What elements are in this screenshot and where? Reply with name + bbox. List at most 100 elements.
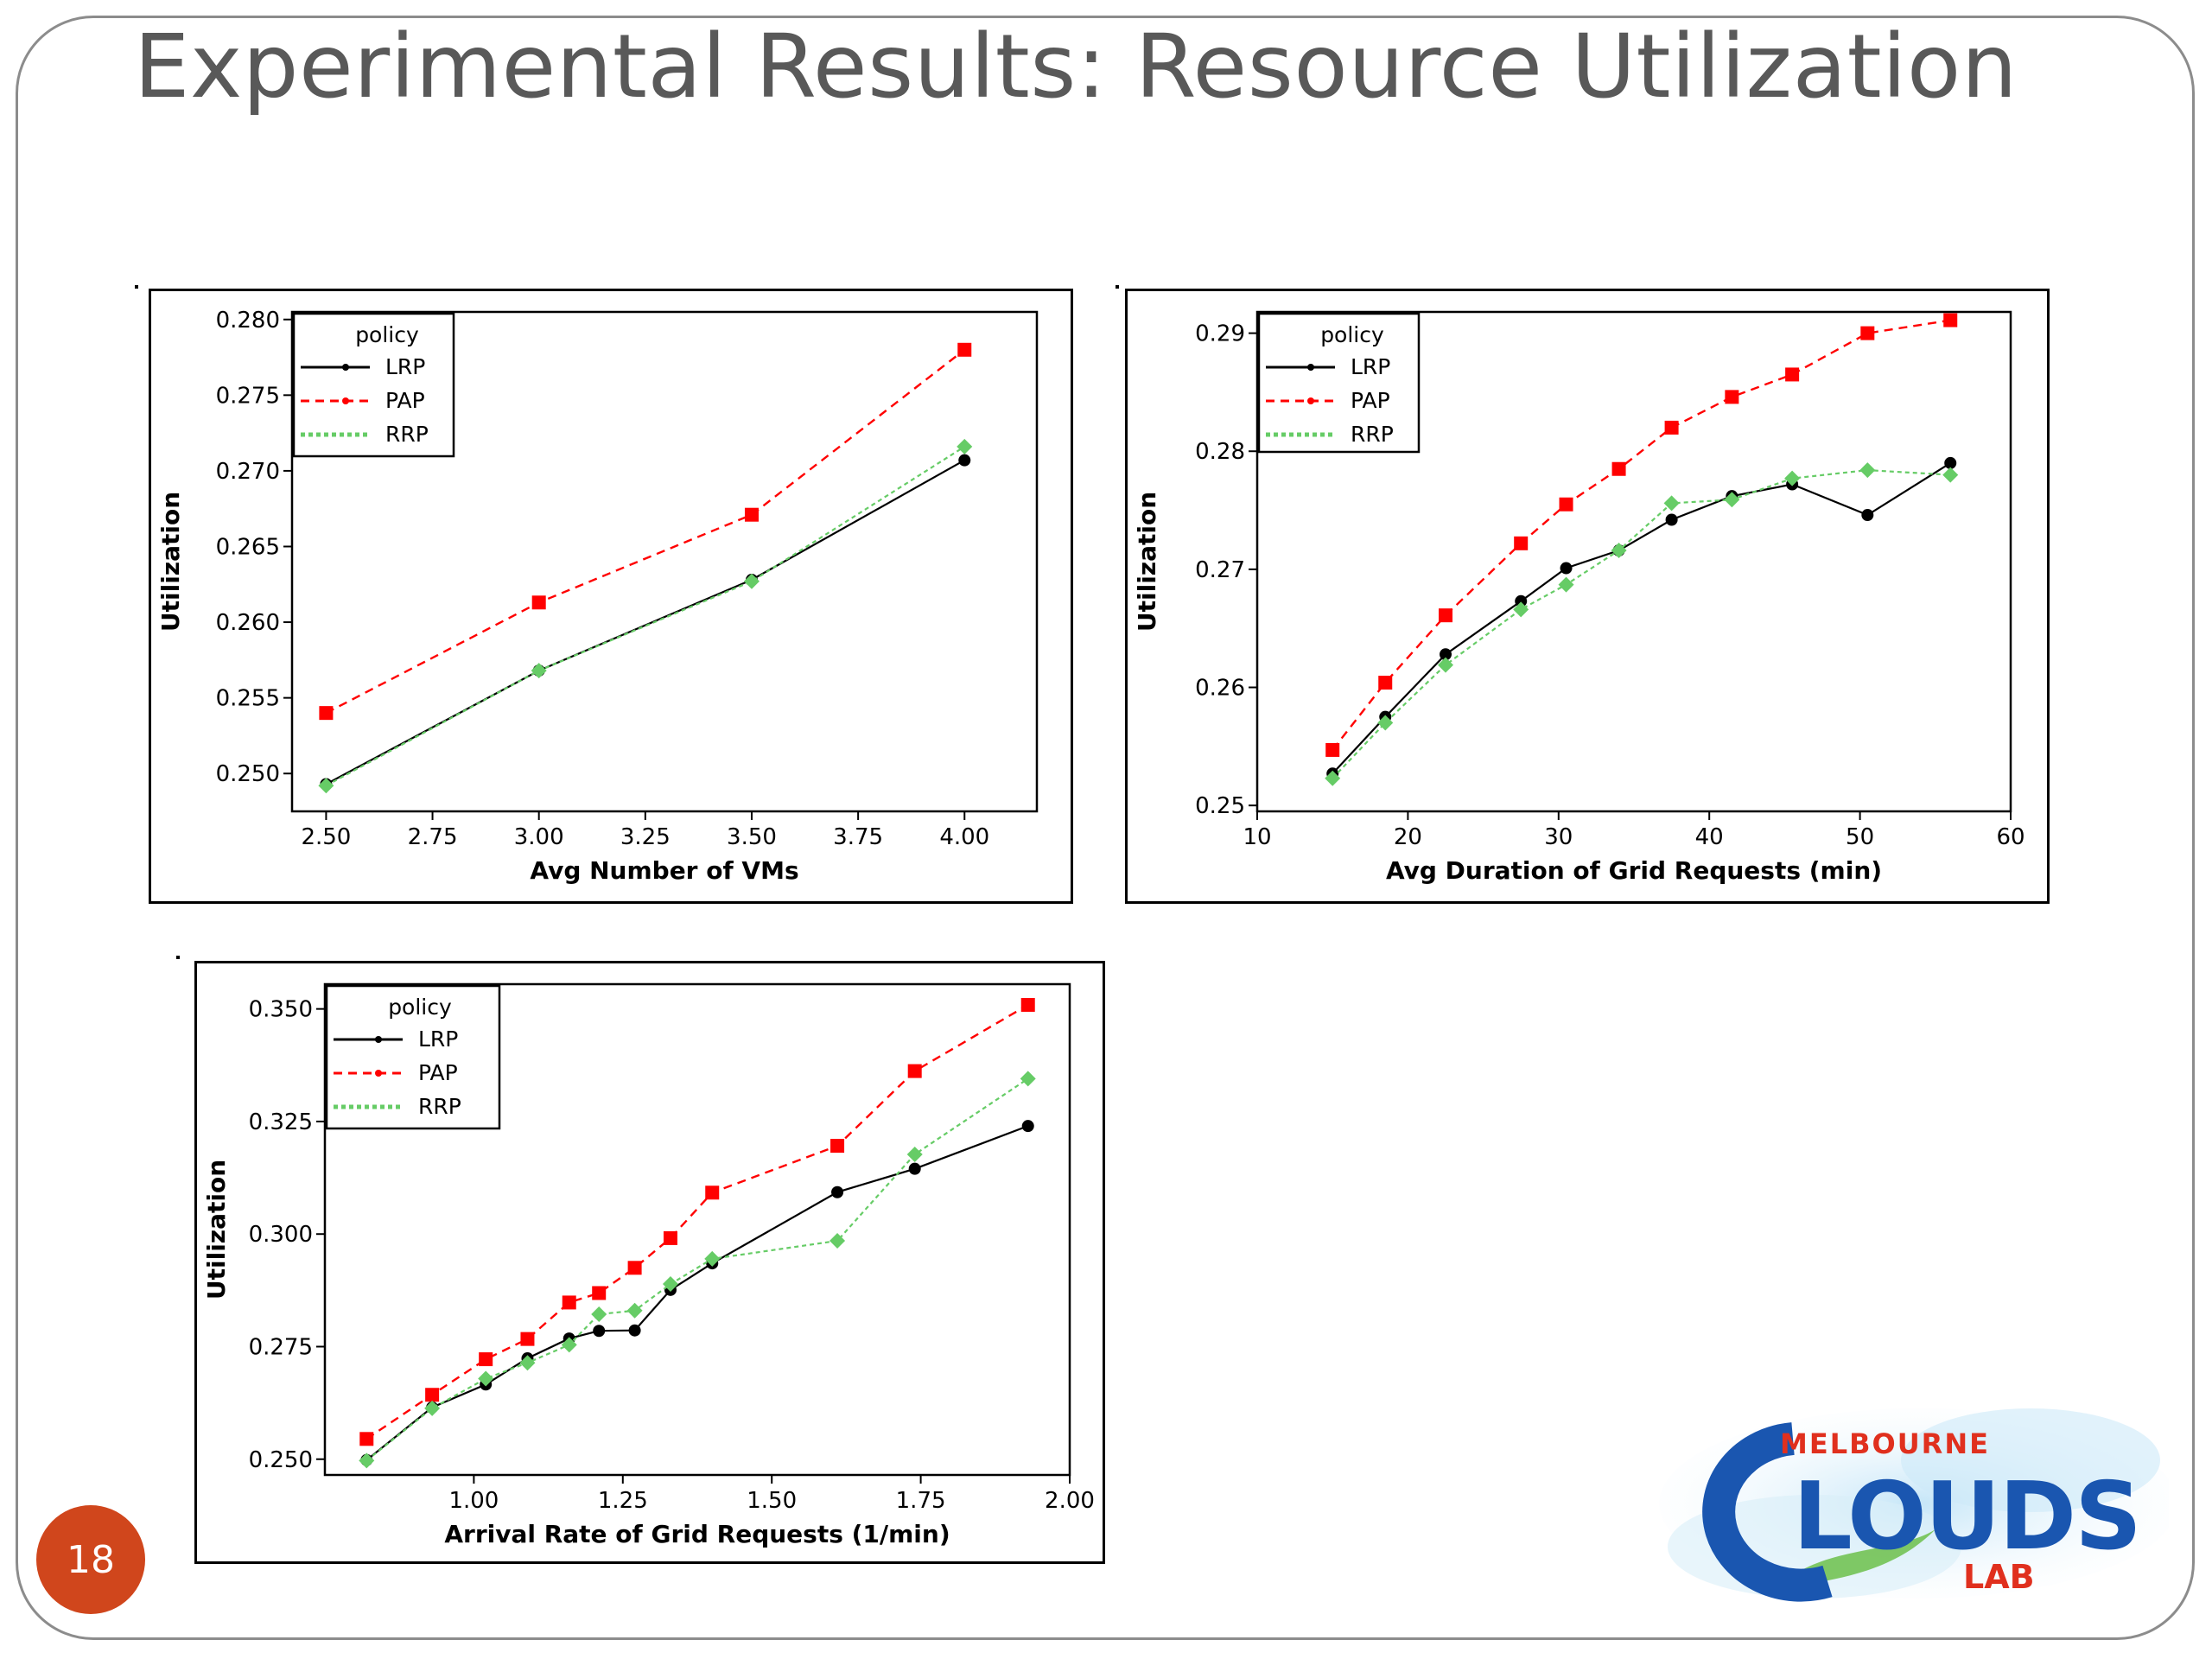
series-line-rrp (1332, 468, 1951, 779)
x-tick-label: 1.25 (598, 1488, 648, 1514)
legend-box (1257, 312, 1421, 454)
data-point-lrp (1560, 562, 1573, 575)
data-point-pap (1020, 997, 1035, 1012)
legend-title: policy (388, 995, 452, 1020)
chart-svg: 2.50 2.75 3.00 3.25 3.50 3.75 4.00 0.250 0.255 0.… (156, 308, 1039, 885)
y-tick-label: 0.260 (216, 610, 280, 636)
x-tick-label: 2.00 (1045, 1488, 1095, 1514)
data-point-pap (520, 1332, 535, 1346)
series-line-pap (1332, 319, 1951, 751)
legend-marker-lrp (342, 364, 349, 371)
data-point-rrp (1663, 495, 1680, 512)
data-point-lrp (628, 1324, 641, 1337)
data-point-pap (562, 1295, 576, 1310)
x-tick-label: 40 (1695, 824, 1724, 850)
data-point-rrp (906, 1146, 923, 1162)
data-point-rrp (1438, 657, 1453, 673)
data-point-lrp (1515, 594, 1528, 607)
legend-entry-rrp: RRP (1351, 422, 1394, 447)
data-point-rrp (424, 1400, 441, 1416)
x-tick-label: 1.00 (448, 1488, 499, 1514)
logo-word-clouds: LOUDS (1793, 1463, 2140, 1571)
data-point-pap (425, 1388, 440, 1402)
y-tick-label: 0.25 (1195, 793, 1245, 819)
legend-marker-lrp (375, 1036, 382, 1043)
y-tick-label: 0.270 (216, 459, 280, 485)
y-tick-label: 0.300 (249, 1222, 313, 1248)
y-tick-label: 0.350 (249, 997, 313, 1023)
data-point-rrp (318, 778, 334, 794)
x-tick-label: 2.75 (408, 824, 458, 850)
data-point-lrp (908, 1162, 921, 1175)
legend-entry-pap: PAP (385, 388, 425, 413)
data-point-rrp (1325, 770, 1341, 786)
data-point-rrp (591, 1306, 607, 1322)
x-axis-label: Arrival Rate of Grid Requests (1/min) (444, 1520, 950, 1548)
y-tick-label: 0.280 (216, 308, 280, 334)
data-point-rrp (1377, 715, 1394, 731)
data-point-rrp (478, 1370, 494, 1387)
data-point-rrp (1859, 462, 1876, 479)
data-point-pap (627, 1261, 642, 1275)
x-tick-label: 30 (1544, 824, 1573, 850)
data-point-lrp (1440, 648, 1452, 661)
data-point-pap (1559, 497, 1573, 512)
data-point-lrp (958, 454, 971, 467)
chart-svg: 10 20 30 40 50 60 0.25 0.26 0.27 0.28 0.29 Avg Dura… (1133, 310, 2025, 885)
x-tick-label: 4.00 (939, 824, 989, 850)
data-point-rrp (519, 1355, 536, 1371)
data-point-pap (1325, 742, 1340, 757)
data-point-rrp (1784, 470, 1801, 486)
data-point-lrp (831, 1185, 844, 1198)
data-point-rrp (957, 438, 973, 454)
legend-marker-pap (1307, 397, 1314, 404)
data-point-pap (1514, 536, 1529, 550)
y-tick-label: 0.27 (1195, 557, 1245, 583)
data-point-pap (1439, 608, 1452, 623)
legend-marker-pap (375, 1070, 382, 1077)
series-line-rrp (365, 1077, 1029, 1462)
data-point-pap (1725, 390, 1739, 404)
data-point-rrp (359, 1452, 375, 1469)
slide-title: Experimental Results: Resource Utilizati… (134, 16, 2018, 118)
x-tick-label: 3.75 (833, 824, 883, 850)
data-point-rrp (531, 663, 547, 679)
data-point-rrp (1942, 467, 1959, 483)
data-point-pap (359, 1432, 374, 1446)
series-line-lrp (1332, 461, 1951, 775)
stray-dot (176, 956, 180, 959)
stray-dot (135, 285, 138, 289)
logo-word-melbourne: MELBOURNE (1780, 1427, 1990, 1460)
legend-entry-lrp: LRP (385, 354, 425, 379)
page-number-badge: 18 (36, 1505, 145, 1614)
plot-area-frame (290, 310, 1039, 813)
data-point-rrp (1513, 601, 1529, 618)
legend-entry-rrp: RRP (418, 1094, 461, 1119)
series-line-pap (325, 348, 966, 715)
legend-box (325, 984, 501, 1130)
chart-duration: 10 20 30 40 50 60 0.25 0.26 0.27 0.28 0.29 Avg Dura… (1125, 289, 2050, 904)
y-tick-label: 0.275 (249, 1334, 313, 1360)
x-tick-label: 1.50 (747, 1488, 797, 1514)
logo-word-lab: LAB (1963, 1558, 2035, 1596)
y-axis-label: Utilization (156, 492, 185, 632)
data-point-pap (319, 706, 334, 721)
x-tick-label: 3.25 (620, 824, 671, 850)
data-point-rrp (743, 573, 760, 589)
y-tick-label: 0.275 (216, 383, 280, 409)
data-point-lrp (1021, 1120, 1034, 1133)
data-point-rrp (704, 1250, 721, 1267)
legend-entry-pap: PAP (1351, 388, 1390, 413)
series-line-rrp (325, 445, 965, 787)
legend-entry-pap: PAP (418, 1060, 458, 1085)
legend-title: policy (355, 322, 419, 347)
data-point-rrp (561, 1337, 577, 1353)
chart-arrival-rate: 1.00 1.25 1.50 1.75 2.00 0.250 0.275 0.300 0.325… (194, 961, 1105, 1564)
data-point-pap (830, 1139, 845, 1154)
legend-entry-lrp: LRP (418, 1027, 458, 1052)
data-point-lrp (593, 1325, 606, 1338)
legend-entry-lrp: LRP (1351, 354, 1390, 379)
y-tick-label: 0.26 (1195, 676, 1245, 702)
y-tick-label: 0.325 (249, 1109, 313, 1135)
x-tick-label: 1.75 (896, 1488, 946, 1514)
